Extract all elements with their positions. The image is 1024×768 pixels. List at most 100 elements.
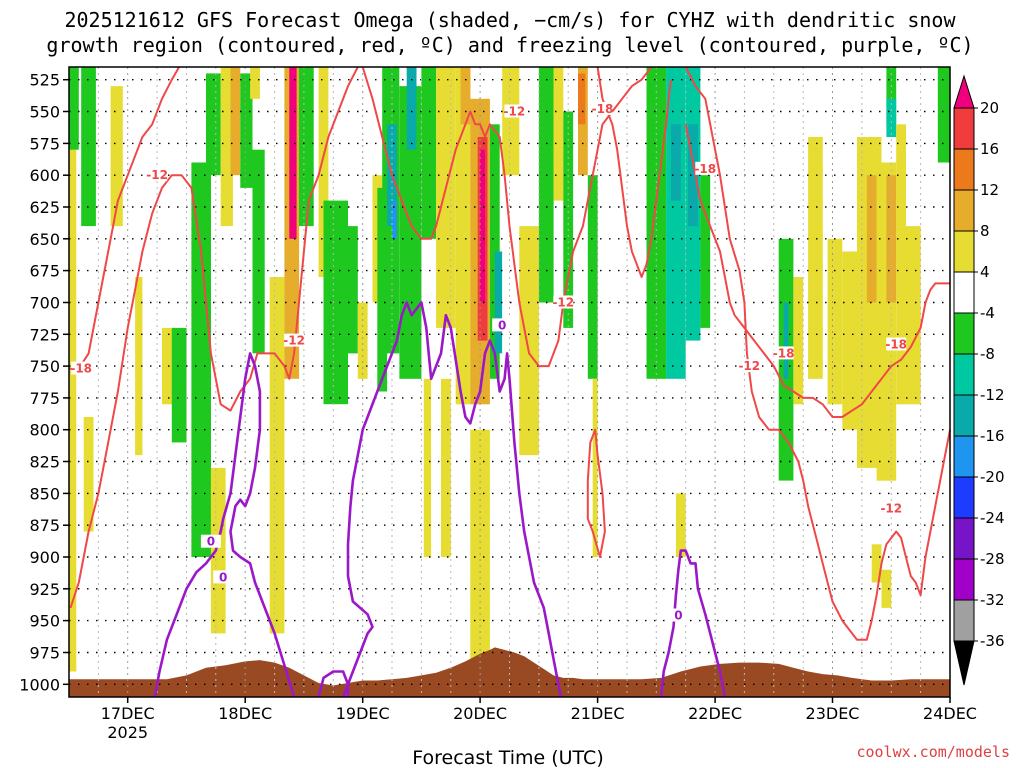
colorbar-label: 20 [980,99,999,117]
omega-cell [357,302,368,379]
colorbar-label: 8 [980,222,990,240]
omega-cell [866,175,877,303]
dgz-contour-label: -12 [738,359,760,373]
y-tick-label: 575 [29,134,60,153]
y-tick-label: 950 [29,612,60,631]
colorbar-swatch [953,435,975,478]
y-tick-label: 800 [29,421,60,440]
omega-cell [793,277,804,405]
dgz-contour-line [69,66,180,370]
x-tick-label: 17DEC [101,704,155,723]
y-tick-label: 525 [29,71,60,90]
freezing-contours [153,301,727,698]
omega-cell [210,467,226,634]
chart-title-line-1: 2025121612 GFS Forecast Omega (shaded, −… [64,8,956,32]
contour-label-background [592,102,613,115]
plot-area: -12 -12 -12 -12 -12 -12 -18 -18 -18 -18 -18 0 0 0 0 [68,66,951,698]
contour-label-background [668,608,689,622]
omega-cell [675,493,686,557]
x-axis-label: Forecast Time (UTC) [412,747,603,768]
colorbar-swatch [953,107,975,150]
omega-cell [436,67,456,328]
colorbar-swatch [953,394,975,437]
colorbar-label: -36 [980,632,1005,650]
dgz-contour-label: -18 [70,362,92,376]
freezing-contour-label: 0 [674,609,682,623]
omega-cell [289,67,297,239]
colorbar-label: 12 [980,181,999,199]
colorbar-label: 4 [980,263,990,281]
omega-cell [896,226,921,405]
colorbar-swatch [953,271,975,314]
omega-cell [587,175,598,379]
y-tick-label: 550 [29,103,60,122]
colorbar-bottom-triangle [953,640,975,686]
freezing-contour-label: 0 [498,318,506,332]
omega-cell [377,187,388,392]
omega-cell [688,124,698,227]
freezing-level-contour-line [659,549,727,698]
colorbar-label: -28 [980,550,1005,568]
dgz-contour-line [69,66,359,609]
contour-label-background [504,104,525,118]
x-tick-label: 21DEC [571,704,625,723]
freezing-level-contour-line [153,352,296,698]
colorbar-label: -4 [980,304,995,322]
colorbar-swatch [953,230,975,273]
dgz-contour-line [684,124,950,418]
omega-cell [671,124,681,201]
x-tick-label: 22DEC [688,704,742,723]
omega-cell [592,378,598,557]
omega-cell [299,67,314,227]
y-tick-label: 825 [29,453,60,472]
freezing-level-contour-line [341,301,563,698]
colorbar: 20 16 12 8 4 -4 -8 -12 -16 -20 -24 -28 -32 -36 [953,74,1005,686]
colorbar-label: -32 [980,591,1005,609]
contour-label-background [492,318,513,332]
omega-cell [250,67,260,99]
contour-label-background [886,337,907,351]
contour-labels: -12 -12 -12 -12 -12 -12 -18 -18 -18 -18 -18 0 0 0 0 [70,102,907,623]
x-tick-label: 19DEC [336,704,390,723]
omega-cell [881,569,892,608]
omega-cell [220,67,233,227]
contour-label-background [695,161,716,175]
contour-label-background [553,295,574,309]
contour-label-background [773,346,794,360]
omega-cell [700,175,711,328]
colorbar-swatch [953,148,975,191]
y-axis: 525 550 575 600 625 650 675 700 725 750 775 800 825 8… [19,71,69,694]
colorbar-label: 16 [980,140,999,158]
colorbar-swatch [953,599,975,642]
colorbar-top-triangle [953,74,975,109]
omega-cell [455,67,471,405]
colorbar-swatch [953,476,975,519]
omega-cell [69,67,79,150]
dgz-contour-label: -18 [885,338,907,352]
dgz-contour-label: -18 [694,162,716,176]
omega-cell [392,200,397,239]
y-tick-label: 600 [29,166,60,185]
colorbar-label: -16 [980,427,1005,445]
omega-cell [460,67,471,125]
omega-cell [666,67,686,379]
omega-cell [896,124,906,227]
omega-cell [886,67,897,125]
omega-cell [827,238,843,405]
dgz-contour-line [596,66,672,278]
omega-cell [421,67,437,239]
colorbar-swatch [953,517,975,560]
dgz-contour-label: -18 [592,102,614,116]
omega-cell [441,378,451,557]
dgz-contour-label: -12 [552,296,574,310]
dgz-contour-label: -12 [880,502,902,516]
omega-cell [110,86,123,227]
y-tick-label: 725 [29,325,60,344]
omega-cell [269,277,285,634]
omega-cell [886,98,897,137]
omega-cell [937,67,950,163]
omega-cell [230,67,241,176]
y-tick-label: 750 [29,357,60,376]
dgz-contours [69,66,951,641]
